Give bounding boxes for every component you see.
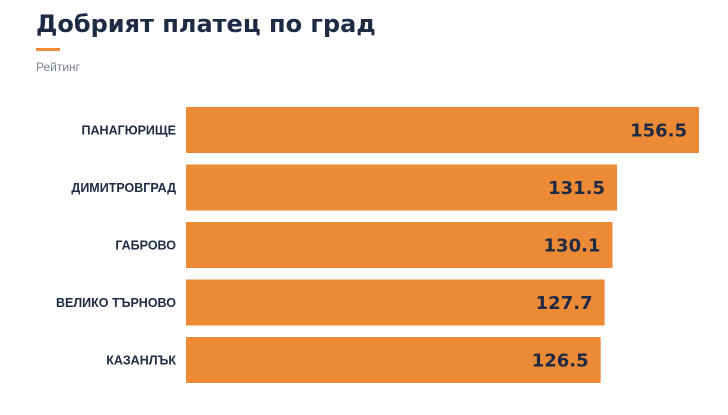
category-label: ВЕЛИКО ТЪРНОВО (56, 296, 176, 310)
chart-subtitle: Рейтинг (36, 60, 81, 74)
value-label: 127.7 (536, 293, 593, 314)
value-label: 126.5 (532, 351, 589, 372)
value-label: 131.5 (548, 178, 605, 199)
category-label: КАЗАНЛЪК (106, 354, 176, 368)
bar-5 (186, 337, 601, 383)
value-label: 130.1 (544, 236, 601, 257)
bar-1 (186, 107, 699, 153)
category-label: ГАБРОВО (115, 239, 176, 253)
category-label: ДИМИТРОВГРАД (71, 181, 176, 195)
bar-3 (186, 222, 613, 268)
category-label: ПАНАГЮРИЩЕ (82, 124, 176, 138)
chart-title: Добрият платец по град (36, 10, 376, 38)
title-accent-line (36, 48, 60, 51)
bar-4 (186, 279, 605, 326)
bar-2 (186, 164, 618, 211)
value-label: 156.5 (630, 121, 687, 142)
